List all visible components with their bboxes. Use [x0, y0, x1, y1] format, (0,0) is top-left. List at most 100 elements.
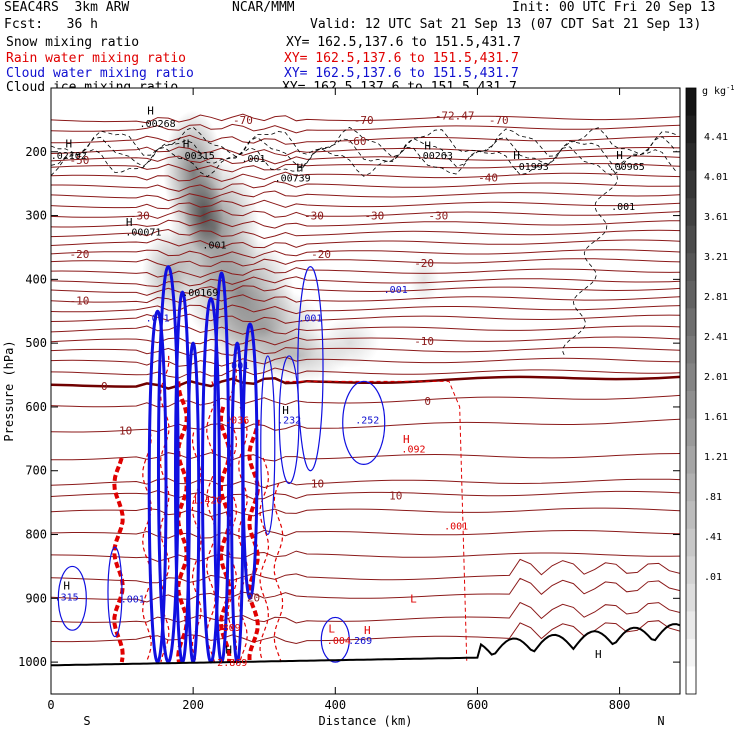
y-tick-label: 300 [25, 209, 47, 223]
colorbar-unit-exponent: -1 [726, 84, 734, 92]
cloud-water-contour [297, 266, 324, 472]
header-line1-right: Init: 00 UTC Fri 20 Sep 13 [512, 0, 716, 15]
y-axis-label: Pressure (hPa) [2, 340, 16, 441]
colorbar-swatch [686, 418, 696, 447]
cloud-ice-value: .00169 [182, 288, 218, 299]
isotherm [51, 620, 680, 645]
colorbar-swatch [686, 611, 696, 640]
y-tick-label: 800 [25, 528, 47, 542]
isotherm [51, 285, 680, 296]
isotherm-label: 20 [247, 592, 260, 605]
isotherm [51, 577, 680, 603]
field-snow-name: Snow mixing ratio [6, 35, 140, 50]
isotherm [51, 209, 680, 219]
colorbar: 4.41 4.01 3.61 3.21 2.81 2.41 2.01 1.61 1.21 .81.… [685, 84, 735, 695]
isotherm [51, 258, 680, 267]
cloud-ice-contours [51, 126, 677, 357]
extremum-marker: H [282, 404, 289, 417]
isotherm [51, 489, 680, 500]
isotherm [51, 199, 680, 210]
cloud-water-contour [107, 546, 123, 638]
isotherm [51, 452, 680, 462]
isotherm [51, 155, 680, 165]
field-cloudwater-name: Cloud water mixing ratio [6, 66, 194, 81]
header-line2-right: Valid: 12 UTC Sat 21 Sep 13 (07 CDT Sat … [310, 17, 702, 32]
colorbar-swatch [686, 583, 696, 612]
x-tick-label: 200 [182, 698, 204, 712]
isotherm-label: -72.47 [435, 109, 475, 122]
y-tick-label: 500 [25, 336, 47, 350]
cloud-water-value: .001 [298, 314, 322, 325]
cloud-ice-value: .00263 [417, 151, 453, 162]
header-line2-left: Fcst: 36 h [4, 17, 98, 32]
isotherm-label: 10 [389, 490, 402, 503]
isotherm [51, 336, 680, 346]
cloud-ice-value: .00268 [140, 119, 176, 130]
rain-value: 2.869 [217, 658, 247, 669]
colorbar-tick-label: 3.21 [704, 252, 728, 263]
x-tick-label: 0 [47, 698, 54, 712]
isotherm [51, 304, 680, 315]
x-axis-label: Distance (km) [319, 714, 413, 728]
cloud-ice-value: .00739 [275, 173, 311, 184]
cloud-ice-value: .00315 [179, 151, 215, 162]
isotherm [51, 325, 680, 335]
x-end-label-right: N [657, 714, 664, 728]
isotherm [51, 375, 680, 390]
temperature-contours [51, 113, 680, 645]
cloud-water-value: .252 [355, 416, 379, 427]
plot-area [51, 88, 680, 694]
colorbar-swatch [686, 666, 696, 695]
cloud-water-value: .269 [348, 636, 372, 647]
isotherm-label: -70 [233, 114, 253, 127]
cloud-ice-contour [51, 146, 677, 178]
colorbar-tick-label: 2.01 [704, 372, 728, 383]
colorbar-swatch [686, 556, 696, 585]
cloud-water-contour [342, 380, 386, 465]
isotherm [51, 163, 680, 173]
extremum-marker: H [595, 648, 602, 661]
colorbar-swatch [686, 88, 696, 117]
isotherm-label: -30 [304, 210, 324, 223]
isotherm [51, 529, 680, 539]
rain-contour [142, 432, 152, 663]
extremum-marker: H [403, 433, 410, 446]
field-snow-xy: XY= 162.5,137.6 to 151.5,431.7 [286, 35, 521, 50]
extremum-marker: H [364, 624, 371, 637]
colorbar-swatch [686, 115, 696, 144]
colorbar-swatch [686, 280, 696, 309]
rain-contour [259, 457, 270, 663]
cloud-ice-contour [51, 136, 677, 168]
y-tick-label: 900 [25, 591, 47, 605]
rain-contour [247, 419, 260, 663]
colorbar-swatch [686, 473, 696, 502]
rain-value: .004 [327, 636, 351, 647]
colorbar-swatch [686, 391, 696, 420]
rain-value: .001 [444, 522, 468, 533]
colorbar-tick-label: 1.21 [704, 452, 728, 463]
extremum-marker: L [328, 622, 335, 635]
cloud-water-value: .315 [55, 592, 79, 603]
rain-contour [273, 483, 284, 663]
isotherm [51, 394, 680, 408]
plot-frame [50, 87, 681, 695]
colorbar-tick-label: 4.01 [704, 172, 728, 183]
colorbar-tick-label: .81 [704, 492, 722, 503]
extremum-marker: H [296, 162, 303, 175]
cloud-water-value: .232 [277, 416, 301, 427]
snow-blob [319, 317, 380, 369]
cloud-ice-value: .001 [611, 202, 635, 213]
isotherm-label: -50 [69, 154, 89, 167]
cloud-water-value: .001 [121, 594, 145, 605]
isotherm [51, 294, 680, 304]
colorbar-swatch [686, 198, 696, 227]
x-tick-label: 800 [609, 698, 631, 712]
isotherm [51, 550, 680, 562]
colorbar-swatch [686, 143, 696, 172]
colorbar-tick-label: 1.61 [704, 412, 728, 423]
isotherm-label: 10 [119, 425, 132, 438]
isotherm-label: -30 [130, 210, 150, 223]
colorbar-tick-label: .41 [704, 532, 722, 543]
snow-blob [183, 177, 224, 254]
